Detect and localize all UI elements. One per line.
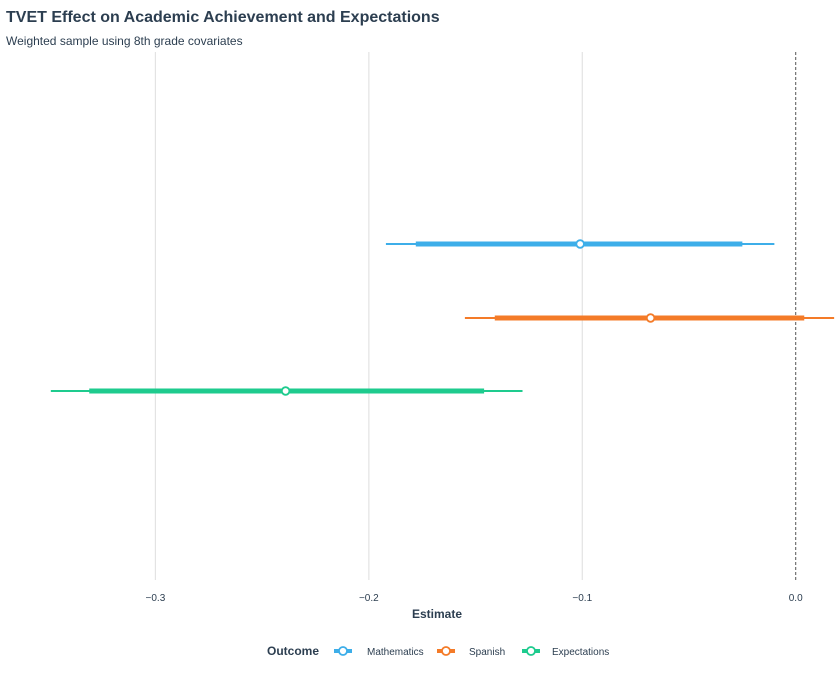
chart-subtitle: Weighted sample using 8th grade covariat… bbox=[6, 34, 243, 48]
point-estimate bbox=[575, 239, 585, 249]
legend-label: Spanish bbox=[469, 647, 505, 658]
legend-item-spanish: Spanish bbox=[437, 646, 505, 658]
x-tick-label: −0.1 bbox=[572, 593, 592, 604]
legend-label: Mathematics bbox=[367, 647, 424, 658]
legend-title: Outcome bbox=[267, 644, 319, 658]
legend: Outcome Mathematics Spanish Expectations bbox=[267, 644, 609, 658]
x-tick-label: −0.2 bbox=[359, 593, 379, 604]
point-estimate bbox=[280, 386, 291, 396]
series-marks bbox=[50, 239, 835, 396]
series-spanish bbox=[464, 313, 835, 323]
series-mathematics bbox=[385, 239, 775, 249]
legend-key-point bbox=[441, 646, 451, 656]
series-expectations bbox=[50, 386, 523, 396]
point-estimate bbox=[645, 313, 656, 323]
x-axis-title: Estimate bbox=[412, 607, 462, 621]
x-tick-label: 0.0 bbox=[789, 593, 803, 604]
chart-title: TVET Effect on Academic Achievement and … bbox=[6, 9, 440, 26]
legend-item-expectations: Expectations bbox=[522, 646, 609, 658]
legend-item-mathematics: Mathematics bbox=[334, 646, 424, 658]
legend-label: Expectations bbox=[552, 647, 609, 658]
legend-key-point bbox=[338, 646, 348, 656]
legend-key-point bbox=[526, 646, 536, 656]
x-tick-label: −0.3 bbox=[146, 593, 166, 604]
x-tick-labels: −0.3 −0.2 −0.1 0.0 bbox=[146, 593, 804, 604]
